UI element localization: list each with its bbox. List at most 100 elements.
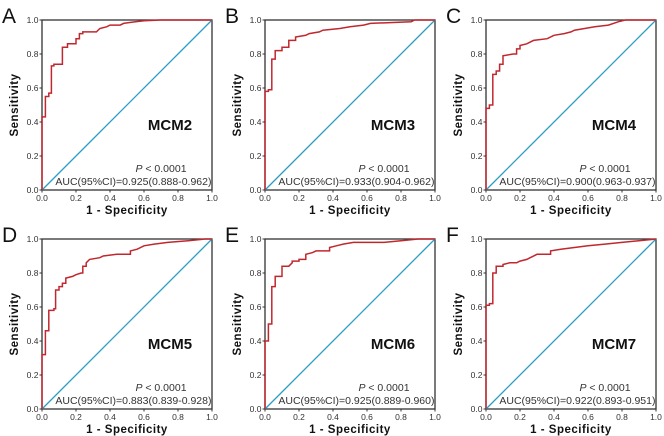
- y-tick-label: 0.2: [27, 370, 39, 380]
- reference-line: [485, 238, 657, 410]
- auc-label: AUC(95%CI)=0.883(0.839-0.928): [55, 395, 211, 407]
- y-axis-title: Sensitivity: [453, 73, 465, 136]
- gene-label: MCM3: [371, 117, 415, 134]
- p-value-label: P < 0.0001: [358, 163, 409, 175]
- auc-label: AUC(95%CI)=0.925(0.888-0.962): [55, 176, 211, 188]
- y-tick-label: 0.0: [27, 404, 39, 414]
- p-symbol: P: [358, 382, 365, 394]
- roc-curve: [264, 19, 435, 190]
- y-axis-title: Sensitivity: [9, 292, 21, 355]
- x-tick-label: 1.0: [206, 412, 218, 422]
- y-axis-title: Sensitivity: [232, 73, 244, 136]
- y-tick-label: 0.2: [471, 151, 483, 161]
- y-tick-label: 0.0: [471, 404, 483, 414]
- x-tick-label: 0.8: [616, 412, 628, 422]
- y-tick-label: 0.8: [471, 49, 483, 59]
- y-tick-label: 1.0: [471, 15, 483, 25]
- x-axis-title: 1 - Specificity: [530, 205, 612, 217]
- y-tick-label: 0.6: [250, 83, 262, 93]
- x-axis-title: 1 - Specificity: [309, 205, 391, 217]
- x-tick-label: 0.0: [36, 193, 48, 203]
- x-axis-title: 1 - Specificity: [86, 424, 168, 436]
- y-tick-label: 0.8: [27, 49, 39, 59]
- plot-frame: [41, 238, 213, 410]
- x-tick-label: 0.6: [582, 193, 594, 203]
- y-tick-label: 0.4: [250, 336, 262, 346]
- x-tick-label: 0.8: [395, 412, 407, 422]
- auc-label: AUC(95%CI)=0.900(0.963-0.937): [499, 176, 655, 188]
- roc-panel-e: E 0.0 0.2 0.4 0.6 0.8 1.0 0.0 0.2 0.4 0.6 0.8 1.0 1 -…: [225, 224, 441, 436]
- x-tick-label: 0.4: [327, 412, 339, 422]
- reference-line: [264, 19, 436, 191]
- x-axis-title: 1 - Specificity: [86, 205, 168, 217]
- y-tick-label: 0.8: [471, 268, 483, 278]
- y-tick-label: 0.8: [27, 268, 39, 278]
- roc-panel-c: C 0.0 0.2 0.4 0.6 0.8 1.0 0.0 0.2 0.4 0.6 0.8 1.0 1 -…: [446, 5, 662, 217]
- auc-label: AUC(95%CI)=0.925(0.889-0.960): [278, 395, 434, 407]
- x-axis-title: 1 - Specificity: [530, 424, 612, 436]
- panel-letter: B: [225, 5, 239, 28]
- plot-frame: [41, 19, 213, 191]
- x-tick-label: 0.8: [172, 412, 184, 422]
- y-tick-label: 1.0: [27, 234, 39, 244]
- p-value-label: P < 0.0001: [358, 382, 409, 394]
- x-tick-label: 0.0: [480, 193, 492, 203]
- x-axis-title: 1 - Specificity: [309, 424, 391, 436]
- gene-label: MCM7: [592, 336, 636, 353]
- gene-label: MCM4: [592, 117, 637, 134]
- y-tick-label: 1.0: [471, 234, 483, 244]
- p-value: < 0.0001: [365, 163, 409, 175]
- x-tick-label: 0.4: [548, 412, 560, 422]
- p-symbol: P: [579, 163, 586, 175]
- reference-line: [41, 19, 213, 191]
- y-tick-label: 0.4: [27, 336, 39, 346]
- y-tick-label: 0.6: [27, 83, 39, 93]
- y-tick-label: 0.4: [27, 117, 39, 127]
- panel-letter: E: [225, 224, 239, 247]
- reference-line: [485, 19, 657, 191]
- panel-letter: A: [2, 5, 16, 28]
- x-tick-label: 0.2: [293, 412, 305, 422]
- y-tick-label: 0.0: [471, 185, 483, 195]
- x-tick-label: 0.4: [104, 412, 116, 422]
- roc-curve: [41, 19, 212, 190]
- x-tick-label: 1.0: [650, 193, 662, 203]
- x-tick-label: 1.0: [206, 193, 218, 203]
- p-value-label: P < 0.0001: [579, 382, 630, 394]
- y-tick-label: 0.4: [471, 117, 483, 127]
- p-value-label: P < 0.0001: [579, 163, 630, 175]
- gene-label: MCM5: [148, 336, 192, 353]
- p-symbol: P: [579, 382, 586, 394]
- p-value-label: P < 0.0001: [135, 382, 186, 394]
- x-tick-label: 0.2: [514, 412, 526, 422]
- x-tick-label: 0.2: [293, 193, 305, 203]
- y-tick-label: 0.6: [471, 302, 483, 312]
- panel-letter: C: [446, 5, 461, 28]
- x-tick-label: 0.0: [259, 193, 271, 203]
- y-tick-label: 0.0: [27, 185, 39, 195]
- y-tick-label: 0.0: [250, 404, 262, 414]
- x-tick-label: 0.8: [172, 193, 184, 203]
- y-tick-label: 0.4: [250, 117, 262, 127]
- y-tick-label: 0.8: [250, 49, 262, 59]
- p-value: < 0.0001: [586, 382, 630, 394]
- plot-frame: [485, 19, 657, 191]
- y-tick-label: 1.0: [250, 234, 262, 244]
- y-tick-label: 0.6: [250, 302, 262, 312]
- roc-panel-d: D 0.0 0.2 0.4 0.6 0.8 1.0 0.0 0.2 0.4 0.6 0.8 1.0 1 -…: [2, 224, 218, 436]
- x-tick-label: 0.6: [361, 412, 373, 422]
- panel-letter: F: [446, 224, 459, 247]
- plot-frame: [264, 238, 436, 410]
- x-tick-label: 0.2: [70, 412, 82, 422]
- p-value-label: P < 0.0001: [135, 163, 186, 175]
- x-tick-label: 1.0: [650, 412, 662, 422]
- y-axis-title: Sensitivity: [9, 73, 21, 136]
- x-tick-label: 0.0: [480, 412, 492, 422]
- p-value: < 0.0001: [365, 382, 409, 394]
- roc-curve: [41, 238, 212, 409]
- y-tick-label: 0.6: [471, 83, 483, 93]
- x-tick-label: 0.6: [138, 412, 150, 422]
- x-tick-label: 0.0: [36, 412, 48, 422]
- roc-panel-a: A 0.0 0.2 0.4 0.6 0.8 1.0 0.0 0.2 0.4 0.6 0.8 1.0 1 -…: [2, 5, 218, 217]
